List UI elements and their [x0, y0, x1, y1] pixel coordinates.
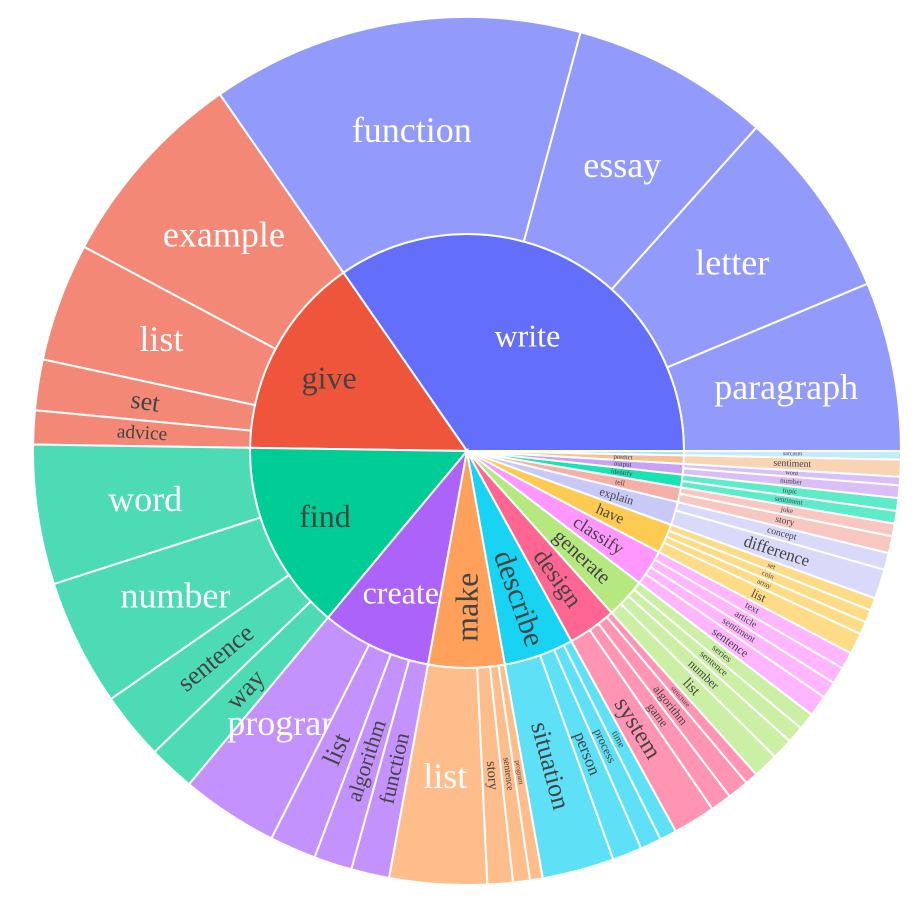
outer-label-paragraph: paragraph: [714, 367, 858, 407]
outer-label-sentence: sentence: [500, 757, 515, 791]
outer-label-list: list: [423, 756, 467, 796]
outer-label-example: example: [163, 215, 285, 255]
outer-label-advice: advice: [116, 421, 167, 445]
inner-label-write: write: [495, 318, 561, 354]
outer-label-set: set: [766, 561, 776, 571]
outer-label-word: word: [785, 470, 798, 477]
inner-label-output: output: [613, 459, 632, 468]
outer-label-list: list: [139, 319, 183, 359]
outer-label-sarcasm: sarcasm: [783, 451, 803, 457]
outer-label-letter: letter: [695, 242, 769, 282]
inner-label-identify: identify: [610, 467, 633, 478]
inner-label-predict: predict: [613, 453, 633, 462]
outer-label-essay: essay: [583, 145, 661, 185]
outer-label-set: set: [129, 385, 163, 418]
outer-label-number: number: [120, 576, 230, 616]
outer-label-sentiment: sentiment: [773, 458, 811, 470]
sunburst-group-write: paragraph letter essay function write: [218, 16, 903, 452]
outer-label-word: word: [108, 479, 182, 519]
sunburst-group-give: example list set advice give: [32, 92, 469, 453]
outer-label-story: story: [483, 760, 501, 791]
inner-label-make: make: [449, 573, 485, 642]
outer-label-function: function: [352, 110, 472, 150]
outer-label-story: story: [774, 514, 795, 529]
outer-slice-unnamed-sarcasm[interactable]: [682, 450, 903, 461]
outer-label-program: program: [513, 760, 525, 786]
outer-label-number: number: [780, 477, 803, 487]
outer-label-list: list: [749, 586, 769, 605]
inner-label-tell: tell: [614, 477, 625, 488]
outer-slice-write-function[interactable]: [218, 16, 582, 275]
sunburst-group-unnamed: sarcasm: [466, 450, 903, 461]
outer-label-topic: topic: [782, 486, 797, 496]
outer-label-joke: joke: [779, 505, 794, 515]
inner-label-give: give: [302, 359, 357, 395]
inner-label-create: create: [363, 575, 439, 611]
inner-label-find: find: [299, 498, 351, 534]
